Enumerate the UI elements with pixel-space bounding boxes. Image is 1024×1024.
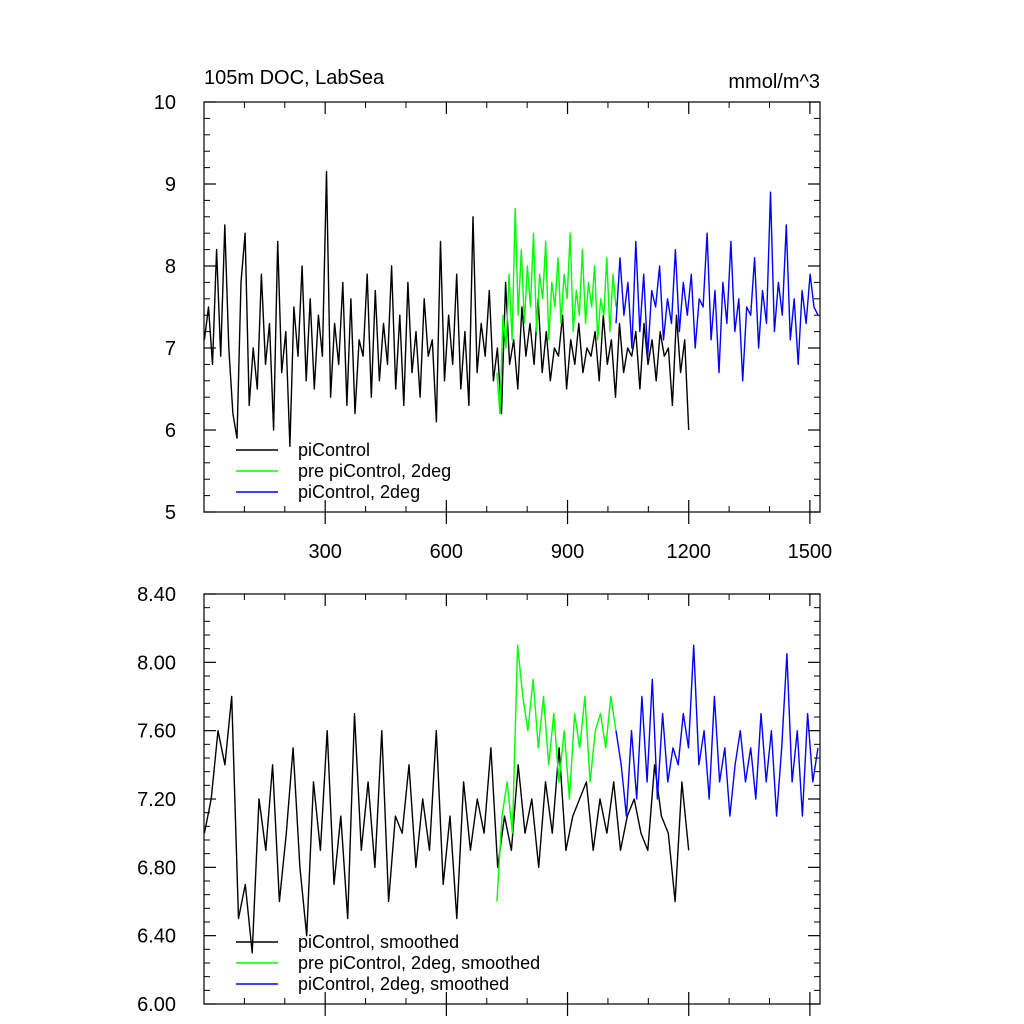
series-line-2 [496,644,617,902]
x-tick-label: 1200 [666,541,711,563]
plot-frame-top [203,101,821,513]
y-tick-label: 7 [165,338,176,360]
y-tick-label: 6 [165,420,176,442]
series-line-3 [615,191,819,382]
x-tick-label: 300 [308,541,341,563]
legend-label-1: piControl [298,440,370,460]
x-tick-label: 900 [551,541,584,563]
y-tick-label: 6.80 [137,857,176,879]
legend-label-3: piControl, 2deg, smoothed [298,974,509,994]
y-tick-label: 8.40 [137,584,176,606]
y-tick-label: 5 [165,502,176,524]
legend-label-3: piControl, 2deg [298,482,420,502]
panel-top: 105m DOC, LabSea mmol/m^3 300 600 900 1200 1… [154,67,832,563]
panel-bottom: 6.00 6.40 6.80 7.20 7.60 8.00 8.40 piControl, … [137,584,821,1016]
ticks-bottom: 6.00 6.40 6.80 7.20 7.60 8.00 8.40 [137,584,820,1016]
y-tick-label: 6.00 [137,994,176,1016]
ticks-top: 300 600 900 1200 1500 5 6 7 8 9 10 [154,92,832,563]
series-group-bottom [203,644,819,954]
legend-label-1: piControl, smoothed [298,932,459,952]
legend-label-2: pre piControl, 2deg [298,461,451,481]
series-group-top [203,170,819,448]
plot-frame-bottom [203,593,821,1005]
x-tick-label: 600 [430,541,463,563]
y-tick-label: 6.40 [137,926,176,948]
series-line-1 [203,170,690,448]
y-tick-label: 9 [165,174,176,196]
chart-title: 105m DOC, LabSea [204,67,385,89]
y-tick-label: 8.00 [137,652,176,674]
units-label: mmol/m^3 [728,71,820,93]
y-tick-label: 7.20 [137,789,176,811]
series-line-2 [496,207,617,415]
y-tick-label: 7.60 [137,721,176,743]
x-tick-label: 1500 [788,541,833,563]
legend-label-2: pre piControl, 2deg, smoothed [298,953,540,973]
series-line-3 [615,644,819,817]
series-line-1 [203,695,690,954]
y-tick-label: 8 [165,256,176,278]
y-tick-label: 10 [154,92,176,114]
